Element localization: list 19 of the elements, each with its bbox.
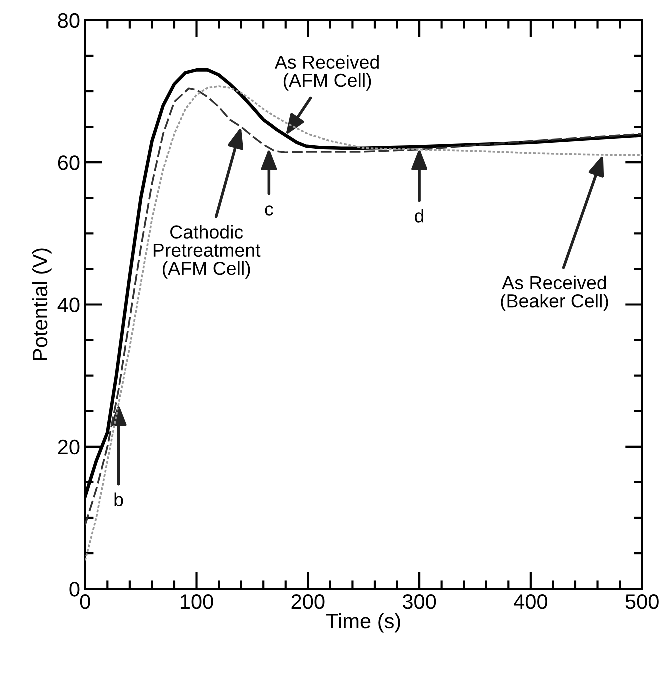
x-tick-label: 500 (626, 594, 659, 610)
x-tick-label: 200 (292, 594, 325, 610)
annotation: Cathodic Pretreatment (AFM Cell) (154, 225, 261, 279)
y-tick-label: 40 (58, 298, 80, 312)
annotation: As Received (Beaker Cell) (501, 276, 608, 312)
x-tick-label: 400 (514, 594, 548, 610)
y-axis-title: Potential (V) (32, 248, 52, 360)
x-tick-label: 0 (80, 594, 90, 610)
annotation: d (415, 209, 424, 223)
x-tick-label: 300 (402, 594, 436, 610)
annotation: b (114, 492, 124, 507)
y-tick-label: 0 (70, 582, 80, 597)
y-tick-label: 60 (58, 156, 80, 170)
x-tick-label: 100 (180, 594, 214, 610)
y-tick-label: 80 (58, 13, 80, 28)
annotation: As Received (AFM Cell) (274, 55, 379, 91)
annotation: c (265, 206, 274, 216)
x-axis-title: Time (s) (326, 613, 400, 633)
y-tick-label: 20 (58, 440, 80, 455)
